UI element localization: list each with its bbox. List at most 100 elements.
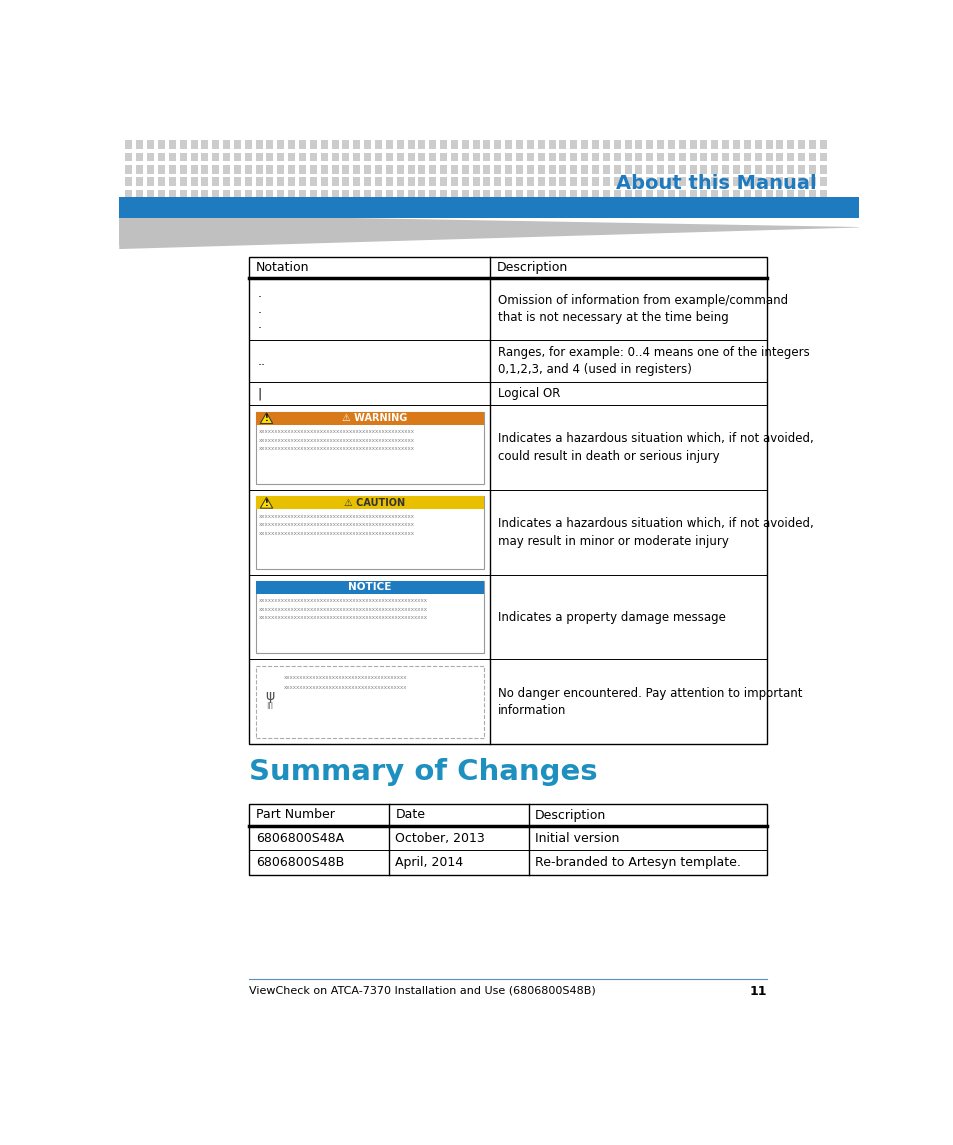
Bar (505, 177, 512, 185)
Bar (624, 165, 631, 174)
Bar (494, 152, 500, 161)
Bar (320, 141, 328, 149)
Bar (808, 190, 815, 198)
Bar (580, 141, 587, 149)
Bar (776, 141, 782, 149)
Bar (158, 190, 165, 198)
Bar (689, 152, 696, 161)
Bar (494, 165, 500, 174)
Bar (233, 141, 241, 149)
Bar (385, 165, 393, 174)
Bar (483, 152, 490, 161)
Bar (223, 177, 230, 185)
Bar (570, 190, 577, 198)
Text: ViewCheck on ATCA-7370 Installation and Use (6806800S48B): ViewCheck on ATCA-7370 Installation and … (249, 985, 596, 995)
Bar (212, 190, 219, 198)
Text: 11: 11 (749, 985, 766, 998)
Bar (396, 190, 403, 198)
Bar (255, 190, 262, 198)
Text: April, 2014: April, 2014 (395, 856, 463, 869)
Bar (548, 177, 555, 185)
Bar (288, 165, 294, 174)
Bar (233, 177, 241, 185)
Bar (158, 165, 165, 174)
Bar (776, 190, 782, 198)
Bar (505, 152, 512, 161)
Text: ..: .. (257, 355, 265, 368)
Bar (179, 190, 187, 198)
Bar (526, 177, 534, 185)
Bar (342, 177, 349, 185)
Bar (580, 190, 587, 198)
Bar (667, 152, 674, 161)
Bar (396, 165, 403, 174)
Bar (516, 190, 522, 198)
Bar (635, 152, 641, 161)
Bar (212, 141, 219, 149)
Bar (472, 177, 479, 185)
Text: xxxxxxxxxxxxxxxxxxxxxxxxxxxxxxxxxxxxxxxxxxxxxxxx: xxxxxxxxxxxxxxxxxxxxxxxxxxxxxxxxxxxxxxxx… (258, 437, 415, 442)
Bar (798, 141, 804, 149)
Bar (158, 152, 165, 161)
Bar (288, 177, 294, 185)
Bar (255, 411, 483, 484)
Bar (700, 190, 707, 198)
Bar (483, 141, 490, 149)
Bar (407, 165, 415, 174)
Text: xxxxxxxxxxxxxxxxxxxxxxxxxxxxxxxxxxxxxxxxxxxxxxxx: xxxxxxxxxxxxxxxxxxxxxxxxxxxxxxxxxxxxxxxx… (258, 447, 415, 451)
Bar (819, 177, 826, 185)
Bar (711, 152, 718, 161)
Bar (743, 165, 750, 174)
Bar (570, 177, 577, 185)
Bar (429, 190, 436, 198)
Bar (418, 165, 425, 174)
Bar (396, 177, 403, 185)
Bar (592, 165, 598, 174)
Bar (711, 141, 718, 149)
Bar (332, 190, 338, 198)
Text: xxxxxxxxxxxxxxxxxxxxxxxxxxxxxxxxxxxxxxxxxxxxxxxxxxxx: xxxxxxxxxxxxxxxxxxxxxxxxxxxxxxxxxxxxxxxx… (258, 599, 427, 603)
Bar (494, 141, 500, 149)
Bar (353, 177, 360, 185)
Bar (776, 177, 782, 185)
Bar (201, 152, 208, 161)
Bar (537, 177, 544, 185)
Bar (147, 141, 154, 149)
Bar (461, 190, 468, 198)
Bar (732, 190, 740, 198)
Bar (776, 165, 782, 174)
Bar (342, 152, 349, 161)
Bar (320, 165, 328, 174)
Bar (461, 165, 468, 174)
Bar (375, 177, 381, 185)
Text: .: . (257, 318, 261, 331)
Bar (516, 141, 522, 149)
Bar (266, 152, 274, 161)
Bar (635, 190, 641, 198)
Text: Part Number: Part Number (255, 808, 335, 821)
Bar (255, 411, 483, 425)
Bar (526, 152, 534, 161)
Bar (429, 177, 436, 185)
Bar (179, 152, 187, 161)
Bar (191, 152, 197, 161)
Bar (233, 190, 241, 198)
Bar (732, 165, 740, 174)
Bar (700, 141, 707, 149)
Bar (266, 177, 274, 185)
Bar (147, 190, 154, 198)
Bar (679, 190, 685, 198)
Bar (245, 177, 252, 185)
Bar (418, 141, 425, 149)
Bar (526, 141, 534, 149)
Text: Logical OR: Logical OR (497, 387, 559, 401)
Bar (429, 152, 436, 161)
Bar (375, 141, 381, 149)
Bar (385, 152, 393, 161)
Bar (298, 165, 306, 174)
Bar (754, 141, 760, 149)
Bar (255, 496, 483, 569)
Text: Indicates a hazardous situation which, if not avoided,
could result in death or : Indicates a hazardous situation which, i… (497, 433, 813, 463)
Bar (558, 177, 566, 185)
Text: .: . (257, 287, 261, 300)
